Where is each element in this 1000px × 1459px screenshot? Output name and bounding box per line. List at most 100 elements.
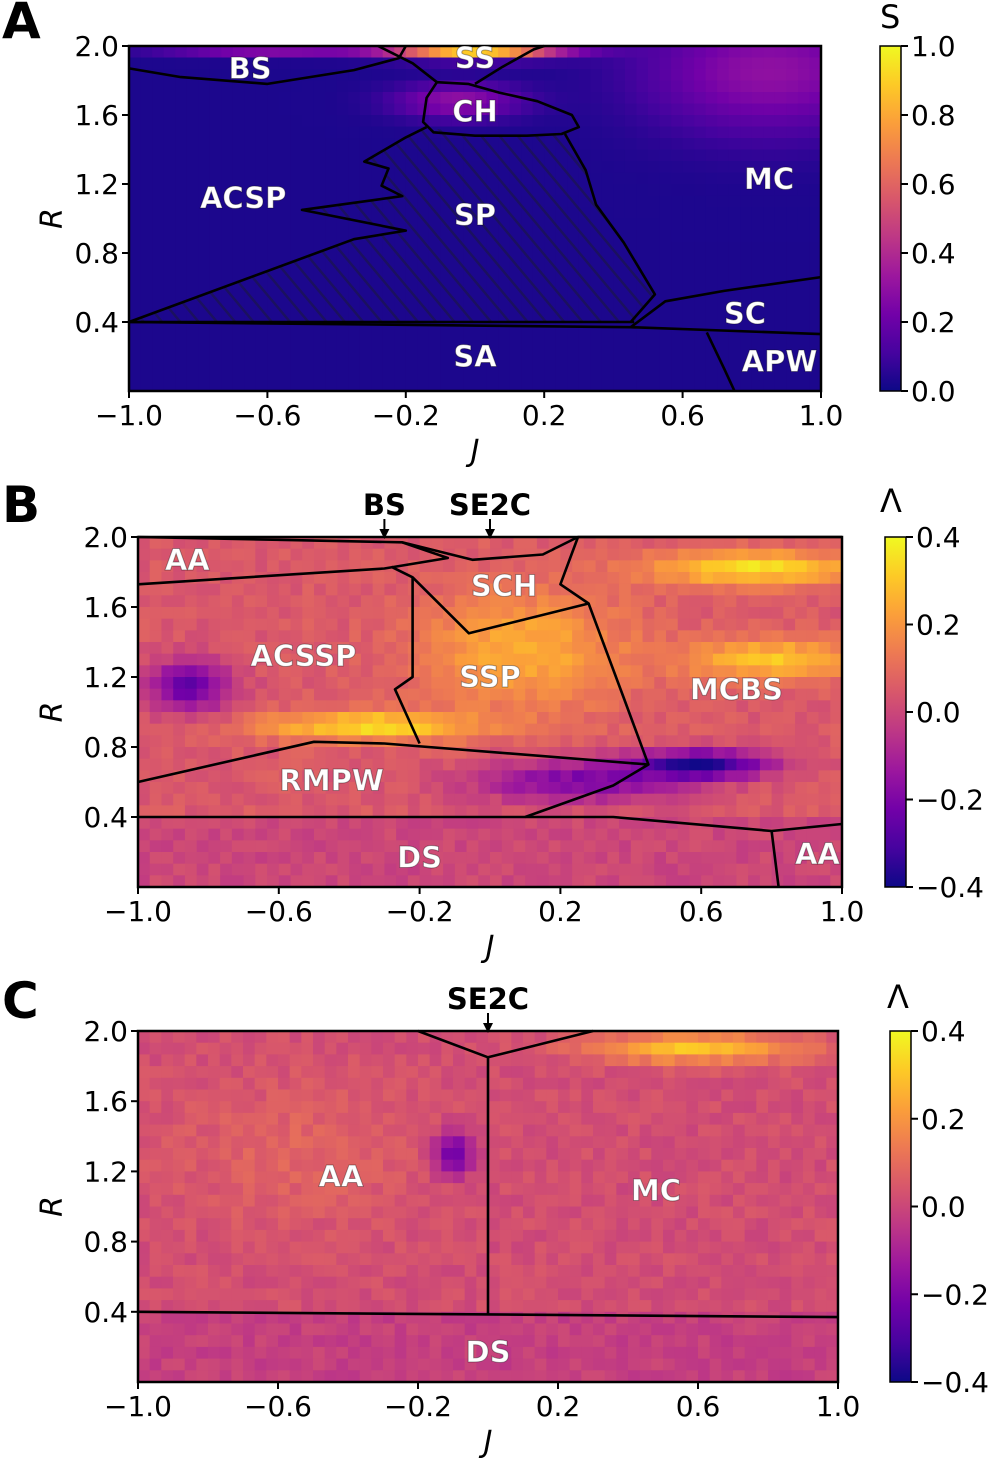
heatmap-cell (763, 253, 776, 266)
heatmap-cell (254, 1042, 267, 1055)
heatmap-cell (267, 607, 280, 620)
heatmap-cell (184, 782, 198, 795)
heatmap-cell (513, 817, 526, 830)
heatmap-cell (791, 1136, 804, 1149)
heatmap-cell (748, 607, 761, 620)
heatmap-cell (278, 875, 292, 888)
heatmap-cell (694, 276, 707, 289)
heatmap-cell (336, 46, 349, 59)
heatmap-cell (129, 322, 142, 335)
heatmap-cell (336, 1101, 349, 1114)
heatmap-cell (630, 840, 644, 853)
heatmap-cell (325, 607, 339, 620)
heatmap-cell (763, 230, 776, 243)
heatmap-cell (560, 758, 573, 771)
heatmap-cell (806, 630, 820, 643)
heatmap-cell (231, 782, 245, 795)
heatmap-cell (501, 828, 515, 841)
heatmap-cell (383, 1042, 396, 1055)
heatmap-cell (671, 333, 684, 346)
heatmap-cell (129, 345, 142, 358)
heatmap-cell (774, 333, 787, 346)
heatmap-cell (173, 595, 186, 608)
heatmap-cell (619, 828, 632, 841)
heatmap-cell (255, 875, 268, 888)
heatmap-cell (607, 642, 620, 655)
heatmap-cell (717, 46, 730, 59)
heatmap-cell (648, 264, 661, 277)
heatmap-cell (243, 1241, 256, 1254)
heatmap-cell (509, 46, 522, 59)
heatmap-cell (394, 1253, 407, 1266)
heatmap-cell (208, 1066, 221, 1079)
heatmap-cell (601, 138, 614, 151)
heatmap-cell (220, 828, 233, 841)
heatmap-cell (163, 287, 176, 300)
heatmap-cell (231, 688, 245, 701)
heatmap-cell (418, 1253, 431, 1266)
heatmap-cell (359, 1253, 372, 1266)
phase-boundary (421, 80, 581, 137)
heatmap-cell (348, 149, 361, 162)
heatmap-cell (705, 241, 718, 254)
heatmap-cell (671, 161, 684, 174)
heatmap-cell (267, 253, 280, 266)
heatmap-cell (560, 630, 573, 643)
heatmap-cell (567, 92, 580, 105)
heatmap-cell (501, 583, 515, 596)
heatmap-cell (396, 758, 409, 771)
heatmap-cell (786, 69, 799, 82)
heatmap-cell (278, 1265, 291, 1278)
heatmap-cell (795, 630, 808, 643)
heatmap-cell (175, 207, 188, 220)
heatmap-cell (221, 322, 234, 335)
heatmap-cell (267, 595, 280, 608)
heatmap-cell (302, 57, 315, 70)
heatmap-cell (774, 115, 787, 128)
heatmap-cell (336, 1183, 349, 1196)
heatmap-cell (453, 1054, 466, 1067)
heatmap-cell (289, 1148, 302, 1161)
heatmap-cell (721, 1089, 734, 1102)
heatmap-cell (255, 368, 268, 381)
heatmap-cell (818, 665, 831, 678)
heatmap-cell (289, 1136, 302, 1149)
heatmap-cell (384, 653, 397, 666)
heatmap-cell (712, 595, 726, 608)
heatmap-cell (138, 758, 151, 771)
heatmap-cell (278, 195, 292, 208)
heatmap-cell (463, 345, 476, 358)
heatmap-cell (791, 1229, 804, 1243)
heatmap-cell (453, 1265, 466, 1278)
heatmap-cell (232, 230, 245, 243)
heatmap-cell (548, 758, 561, 771)
heatmap-cell (221, 172, 234, 185)
heatmap-cell (221, 253, 234, 266)
colorbar-tick-label: 0.0 (916, 696, 961, 729)
heatmap-cell (278, 1089, 291, 1102)
heatmap-cell (196, 537, 209, 550)
heatmap-cell (371, 1042, 384, 1055)
heatmap-cell (267, 852, 280, 865)
heatmap-cell (721, 1159, 734, 1172)
heatmap-cell (721, 1253, 734, 1266)
heatmap-cell (152, 149, 165, 162)
heatmap-cell (809, 322, 822, 335)
heatmap-cell (152, 126, 165, 139)
heatmap-cell (830, 770, 843, 783)
heatmap-cell (184, 618, 198, 631)
heatmap-cell (360, 852, 374, 865)
heatmap-cell (429, 1042, 442, 1055)
heatmap-cell (314, 653, 327, 666)
heatmap-cell (161, 828, 174, 841)
heatmap-cell (129, 230, 142, 243)
heatmap-cell (701, 537, 714, 550)
heatmap-cell (583, 572, 597, 585)
heatmap-cell (682, 57, 695, 70)
heatmap-cell (348, 1183, 361, 1196)
heatmap-cell (590, 356, 603, 369)
heatmap-cell (593, 1241, 606, 1254)
heatmap-cell (254, 1206, 267, 1219)
heatmap-cell (534, 1171, 547, 1184)
heatmap-cell (698, 1241, 711, 1254)
